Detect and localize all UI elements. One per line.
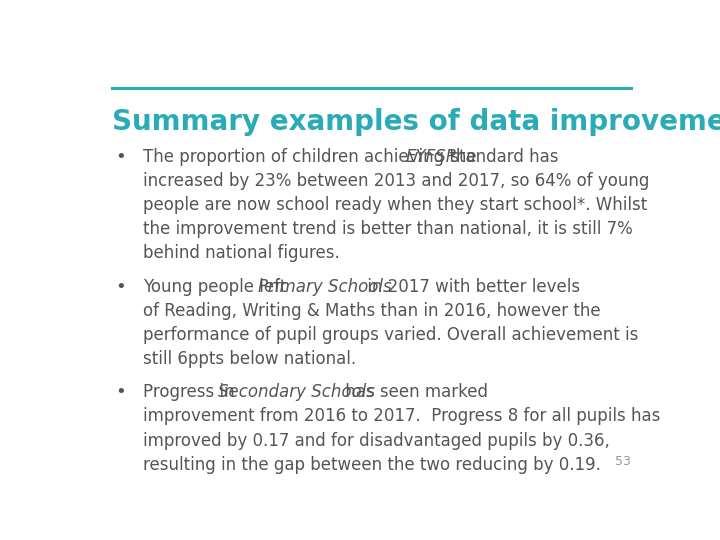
Text: Young people left: Young people left [143,278,292,296]
Text: improvement from 2016 to 2017.  Progress 8 for all pupils has: improvement from 2016 to 2017. Progress … [143,407,660,426]
Text: increased by 23% between 2013 and 2017, so 64% of young: increased by 23% between 2013 and 2017, … [143,172,649,190]
Text: behind national figures.: behind national figures. [143,245,340,262]
Text: Summary examples of data improvement in 2017: Summary examples of data improvement in … [112,109,720,137]
Text: improved by 0.17 and for disadvantaged pupils by 0.36,: improved by 0.17 and for disadvantaged p… [143,431,610,449]
Text: still 6ppts below national.: still 6ppts below national. [143,350,356,368]
Text: the improvement trend is better than national, it is still 7%: the improvement trend is better than nat… [143,220,633,238]
Text: people are now school ready when they start school*. Whilst: people are now school ready when they st… [143,196,647,214]
Text: 53: 53 [616,455,631,468]
Text: EYFSP: EYFSP [405,148,456,166]
Text: Primary Schools: Primary Schools [258,278,392,296]
Text: The proportion of children achieving the: The proportion of children achieving the [143,148,482,166]
Text: Progress in: Progress in [143,383,240,401]
Text: standard has: standard has [445,148,559,166]
Text: in 2017 with better levels: in 2017 with better levels [361,278,580,296]
Text: Secondary Schools: Secondary Schools [218,383,375,401]
Text: resulting in the gap between the two reducing by 0.19.: resulting in the gap between the two red… [143,456,601,474]
Text: •: • [115,383,126,401]
Text: •: • [115,278,126,296]
Text: performance of pupil groups varied. Overall achievement is: performance of pupil groups varied. Over… [143,326,639,344]
Text: has seen marked: has seen marked [340,383,487,401]
Text: •: • [115,148,126,166]
Text: of Reading, Writing & Maths than in 2016, however the: of Reading, Writing & Maths than in 2016… [143,302,600,320]
